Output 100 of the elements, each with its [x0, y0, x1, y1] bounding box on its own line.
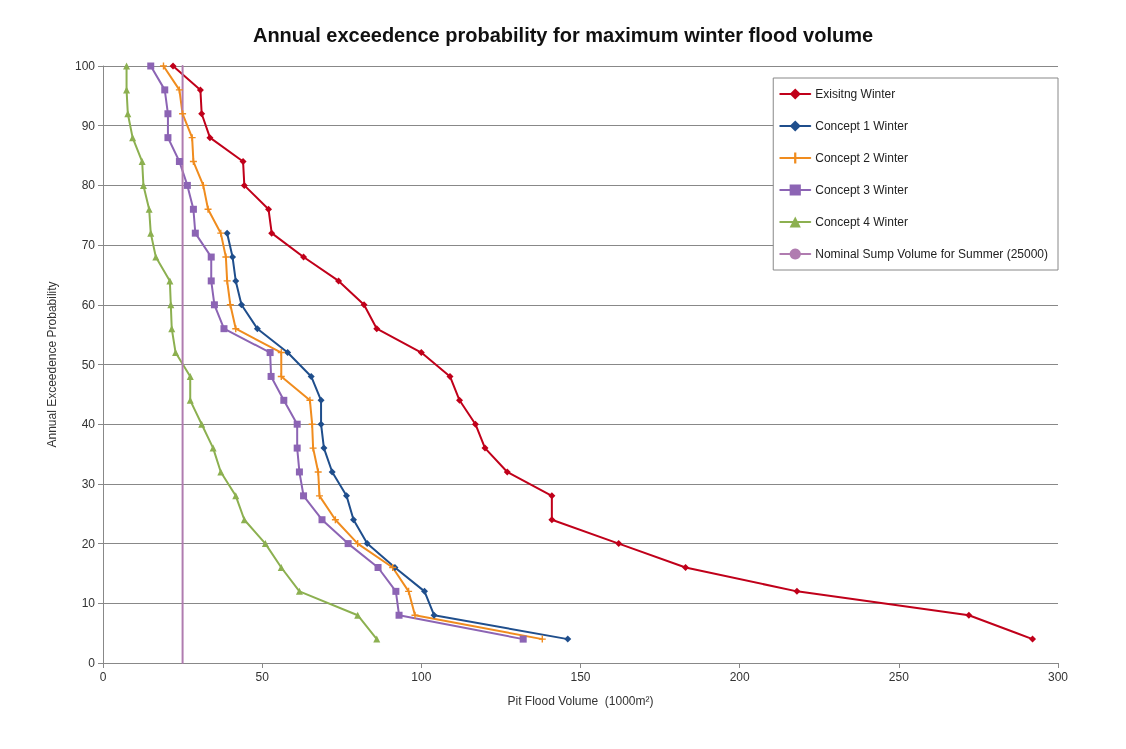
point	[175, 158, 183, 166]
point	[471, 420, 479, 428]
point	[392, 587, 400, 595]
legend-label: Concept 3 Winter	[815, 183, 908, 197]
point	[293, 444, 301, 452]
point	[164, 110, 172, 118]
y-tick-label: 0	[88, 656, 96, 670]
point	[300, 492, 308, 500]
point	[1029, 635, 1037, 643]
point	[186, 372, 194, 380]
point	[373, 325, 381, 333]
point	[564, 635, 572, 643]
point	[186, 396, 194, 404]
y-tick-label: 40	[81, 417, 96, 432]
point	[284, 349, 292, 357]
point	[217, 229, 225, 237]
y-axis-title: Annual Exceedence Probability	[45, 281, 59, 448]
point	[145, 205, 153, 213]
point	[350, 516, 358, 524]
point	[503, 468, 511, 476]
point	[198, 110, 206, 118]
point	[548, 516, 556, 524]
point	[159, 62, 167, 70]
point	[207, 277, 215, 285]
point	[198, 420, 206, 428]
point	[209, 444, 217, 452]
point	[129, 134, 137, 142]
point	[229, 253, 237, 261]
point	[317, 396, 325, 404]
point	[196, 86, 204, 94]
point	[280, 396, 288, 404]
point	[456, 396, 464, 404]
point	[360, 301, 368, 309]
point	[161, 86, 169, 94]
y-tick-label: 60	[81, 297, 96, 312]
point	[253, 325, 261, 333]
point	[318, 516, 326, 524]
chart-title: Annual exceedence probability for maximum winter flood volume	[252, 24, 874, 46]
point	[172, 349, 180, 357]
point	[300, 253, 308, 261]
point	[315, 492, 323, 500]
y-tick-label: 90	[81, 118, 96, 133]
y-tick-label: 70	[81, 238, 96, 253]
point	[169, 62, 177, 70]
legend-label: Nominal Sump Volume for Summer (25000)	[815, 247, 1048, 261]
point	[183, 181, 191, 189]
point	[343, 492, 351, 500]
point	[191, 229, 199, 237]
point	[481, 444, 489, 452]
x-tick-label: 100	[411, 670, 432, 684]
legend-label: Concept 1 Winter	[815, 119, 908, 133]
x-tick-label: 50	[255, 670, 270, 684]
point	[317, 420, 325, 428]
y-tick-label: 20	[81, 536, 96, 551]
x-tick-label: 150	[570, 670, 591, 684]
point	[295, 587, 303, 595]
point	[175, 86, 183, 94]
point	[189, 205, 197, 213]
point	[204, 205, 212, 213]
x-axis-title: Pit Flood Volume (1000m²)	[507, 694, 654, 708]
point	[548, 492, 556, 500]
point	[220, 325, 228, 333]
y-tick-label: 100	[74, 59, 96, 73]
point	[417, 349, 425, 357]
point	[152, 253, 160, 261]
x-tick-label: 250	[888, 670, 910, 684]
point	[615, 540, 623, 548]
point	[374, 563, 382, 571]
point	[164, 134, 172, 142]
point	[265, 205, 273, 213]
point	[223, 229, 231, 237]
point	[268, 229, 276, 237]
point	[421, 587, 429, 595]
point	[308, 420, 316, 428]
legend-label: Concept 4 Winter	[815, 215, 908, 229]
point	[682, 563, 690, 571]
x-tick-label: 200	[729, 670, 750, 684]
point	[363, 540, 371, 548]
point	[314, 468, 322, 476]
point	[277, 563, 285, 571]
y-tick-label: 30	[81, 476, 96, 491]
point	[320, 444, 328, 452]
point	[188, 134, 196, 142]
point	[138, 158, 146, 166]
point	[519, 635, 527, 643]
y-tick-label: 10	[81, 596, 96, 611]
y-tick-label: 80	[81, 178, 96, 193]
point	[261, 540, 269, 548]
point	[395, 611, 403, 619]
point	[430, 611, 438, 619]
legend-label: Concept 2 Winter	[815, 151, 908, 165]
point	[965, 611, 973, 619]
point	[123, 62, 131, 70]
point	[446, 372, 454, 380]
point	[206, 134, 214, 142]
point	[538, 635, 546, 643]
point	[237, 301, 245, 309]
point	[793, 587, 801, 595]
x-tick-label: 300	[1047, 670, 1069, 684]
point	[344, 540, 352, 548]
